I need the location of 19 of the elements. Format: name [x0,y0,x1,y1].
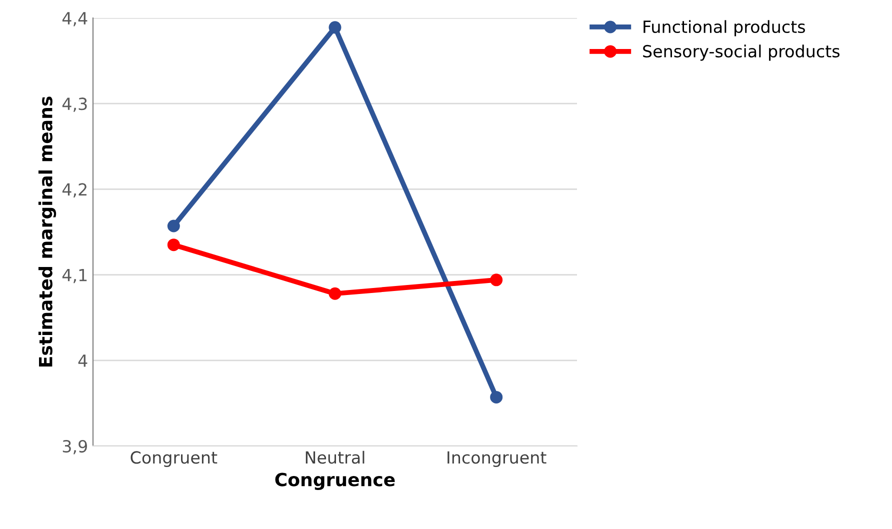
x-tick-label: Neutral [306,450,364,464]
point [328,287,342,300]
y-tick-label: 4,4 [62,12,88,26]
y-tick-label: 4,2 [62,183,86,198]
point [328,21,342,34]
point [490,274,503,286]
y-tick-label: 4,3 [62,98,87,112]
x-tick-label: Incongruent [448,451,546,467]
point [167,220,180,232]
legend-label: Sensory-social products [643,44,840,61]
y-tick-label: 4,1 [62,268,87,284]
y-tick-label: 3,9 [62,440,87,454]
point [490,390,503,404]
y-tick-label: 4 [78,354,88,367]
y-axis-title: Estimated marginal means [38,96,56,367]
legend-label: Functional products [644,20,805,36]
x-tick-label: Congruent [130,451,218,467]
x-axis-title: Congruence [275,472,395,490]
point [167,238,180,252]
